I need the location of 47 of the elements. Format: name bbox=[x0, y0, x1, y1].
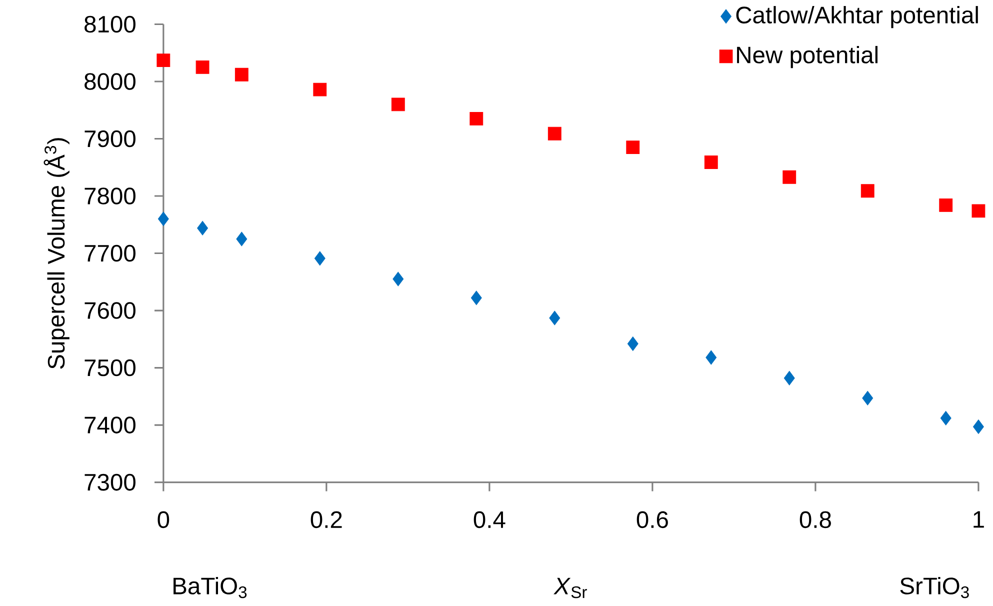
point bbox=[626, 140, 640, 154]
point bbox=[548, 126, 562, 140]
y-tick-label: 7600 bbox=[84, 302, 136, 319]
x-axis-title: X$_{Sr}$ bbox=[554, 578, 587, 598]
point bbox=[470, 290, 482, 306]
text: BaTiO$_{3}$ bbox=[174, 576, 247, 598]
x-tick-label: 0.6 bbox=[636, 511, 668, 528]
y-tick-label: 7300 bbox=[84, 474, 136, 491]
text: SrTiO$_{3}$ bbox=[900, 576, 969, 598]
point bbox=[158, 212, 169, 226]
point bbox=[156, 54, 170, 68]
y-tick-label: 8000 bbox=[84, 73, 136, 90]
x-tick-label: 0.4 bbox=[474, 511, 506, 528]
point bbox=[234, 68, 248, 82]
point bbox=[704, 156, 718, 169]
point bbox=[391, 98, 405, 112]
point bbox=[706, 350, 717, 365]
point bbox=[197, 220, 208, 236]
point bbox=[392, 272, 404, 286]
point bbox=[313, 82, 327, 96]
point bbox=[470, 112, 484, 126]
point bbox=[972, 204, 986, 218]
y-tick-label: 7700 bbox=[84, 244, 136, 262]
point bbox=[549, 310, 560, 326]
point bbox=[236, 232, 248, 246]
y-tick-label: 7900 bbox=[84, 130, 136, 148]
point bbox=[972, 420, 984, 434]
point bbox=[940, 410, 952, 426]
point bbox=[860, 184, 874, 198]
point bbox=[314, 251, 326, 266]
x-tick-label: 0.2 bbox=[310, 511, 342, 528]
y-tick-label: 8100 bbox=[84, 16, 136, 33]
point bbox=[782, 170, 796, 184]
x-tick-label: 1 bbox=[974, 511, 984, 528]
point bbox=[784, 370, 795, 386]
y-tick-label: 7400 bbox=[84, 416, 136, 434]
y-axis-title: Supercell Volume (Å$^{3}$) bbox=[44, 138, 70, 369]
x-tick-label: 0 bbox=[158, 511, 170, 528]
point bbox=[939, 198, 953, 212]
point bbox=[862, 390, 874, 406]
point bbox=[196, 60, 210, 74]
y-tick-label: 7800 bbox=[84, 188, 136, 204]
legend-label: Catlow/Akhtar potential bbox=[736, 6, 978, 28]
legend-label: New potential bbox=[737, 46, 878, 68]
y-tick-label: 7500 bbox=[84, 359, 136, 376]
x-tick-label: 0.8 bbox=[800, 511, 831, 528]
point bbox=[627, 336, 638, 351]
